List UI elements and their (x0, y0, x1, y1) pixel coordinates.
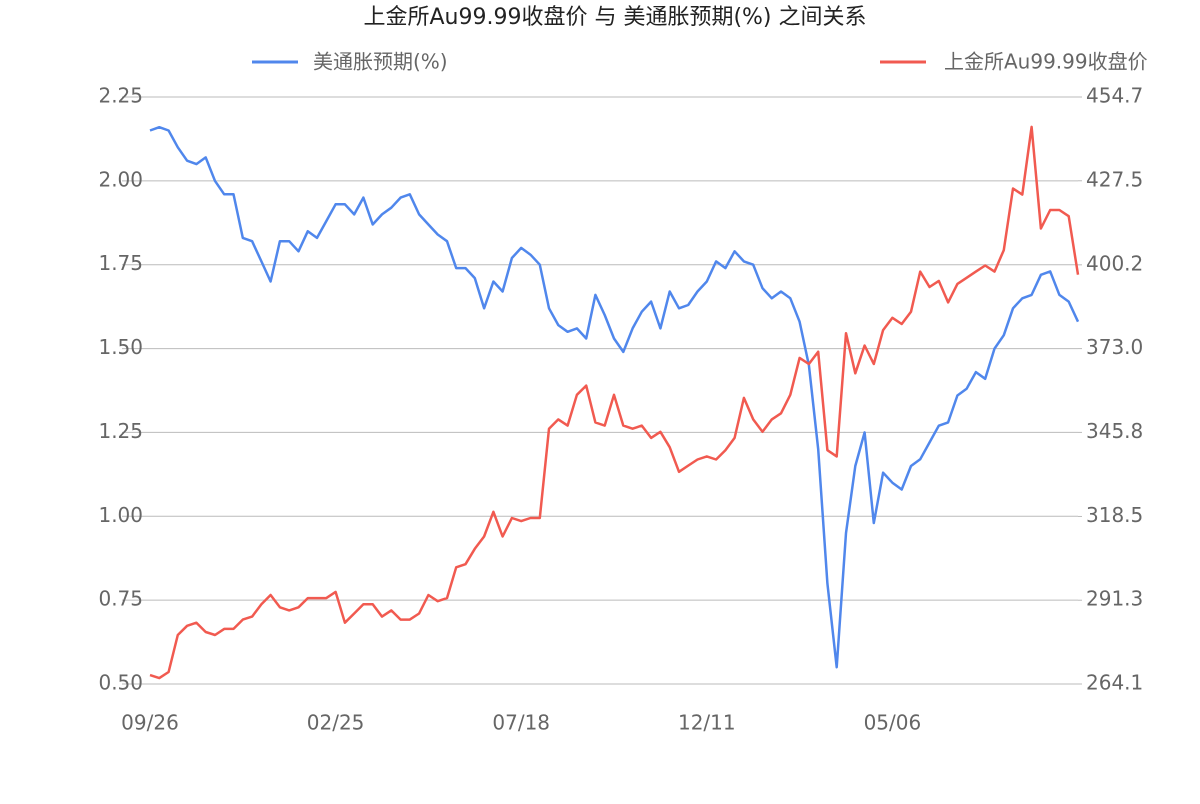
y2-tick-label: 291.3 (1086, 587, 1143, 611)
legend-label: 美通胀预期(%) (313, 50, 448, 74)
y-tick-label: 2.00 (98, 167, 143, 191)
y-tick-label: 0.50 (98, 671, 143, 695)
chart-title: 上金所Au99.99收盘价 与 美通胀预期(%) 之间关系 (363, 5, 866, 30)
x-tick-label: 07/18 (492, 711, 550, 735)
y-tick-label: 1.75 (98, 251, 143, 275)
y2-tick-label: 373.0 (1086, 335, 1143, 359)
x-tick-label: 02/25 (307, 711, 365, 735)
y-tick-label: 0.75 (98, 587, 143, 611)
series-line (149, 125, 1080, 680)
y2-tick-label: 264.1 (1086, 671, 1143, 695)
legend-label: 上金所Au99.99收盘价 (944, 50, 1148, 74)
y2-tick-label: 318.5 (1086, 503, 1143, 527)
y-tick-label: 1.25 (98, 419, 143, 443)
y2-tick-label: 454.7 (1086, 84, 1143, 108)
x-tick-label: 05/06 (864, 711, 922, 735)
y2-tick-label: 345.8 (1086, 419, 1143, 443)
y-tick-label: 1.00 (98, 503, 143, 527)
y-tick-label: 1.50 (98, 335, 143, 359)
x-tick-label: 12/11 (678, 711, 736, 735)
y2-tick-label: 427.5 (1086, 167, 1143, 191)
y-tick-label: 2.25 (98, 84, 143, 108)
y2-tick-label: 400.2 (1086, 251, 1143, 275)
series-line (149, 125, 1080, 669)
x-tick-label: 09/26 (121, 711, 179, 735)
